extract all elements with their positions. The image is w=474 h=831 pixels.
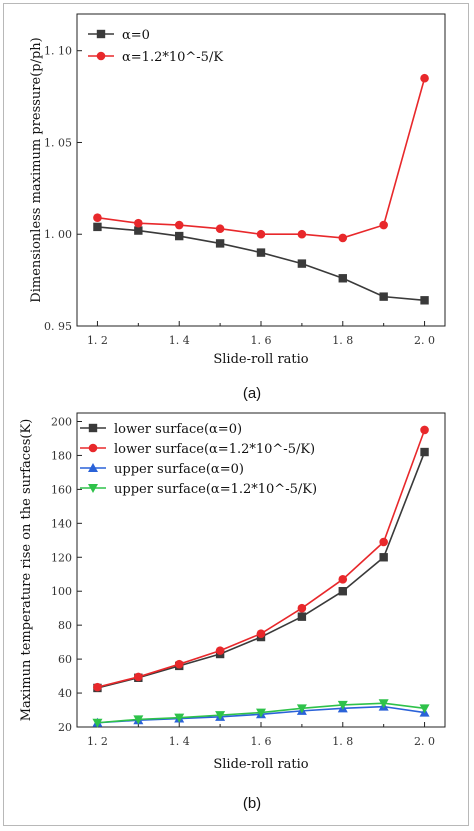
data-point — [256, 708, 266, 718]
legend-marker — [88, 484, 98, 493]
y-tick-label: 40 — [58, 687, 72, 700]
y-axis-label: Dimensionless maximum pressure(p/ph) — [29, 37, 44, 302]
data-point — [379, 292, 388, 301]
x-tick-label: 1. 4 — [169, 735, 190, 748]
data-point — [93, 222, 102, 232]
series-1 — [93, 425, 429, 692]
series-line — [97, 78, 426, 239]
y-tick-label: 120 — [51, 551, 72, 564]
x-tick-label: 1. 6 — [251, 735, 272, 748]
y-tick-label: 140 — [51, 517, 72, 530]
data-point — [93, 213, 102, 223]
data-point — [379, 537, 388, 547]
data-point — [256, 629, 266, 638]
data-point — [174, 659, 184, 669]
data-point — [215, 239, 225, 248]
data-point — [174, 713, 185, 723]
data-point — [296, 704, 307, 714]
legend: α=0 α=1.2*10^-5/K — [88, 28, 223, 65]
x-axis-label: Slide-roll ratio — [213, 757, 308, 772]
data-point — [379, 220, 388, 230]
series-1 — [93, 73, 429, 243]
y-tick-label: 60 — [58, 653, 72, 666]
data-point — [92, 718, 103, 728]
figure-frame — [3, 3, 469, 826]
data-point — [256, 229, 266, 239]
data-point — [420, 73, 429, 83]
legend-marker — [96, 29, 106, 39]
chart-caption: (b) — [243, 795, 261, 812]
data-point — [134, 672, 143, 682]
y-tick-label: 80 — [58, 619, 72, 632]
x-tick-label: 1. 2 — [87, 735, 108, 748]
y-tick-label: 0. 95 — [44, 320, 72, 333]
y-tick-label: 200 — [51, 415, 72, 428]
series-3 — [92, 699, 430, 728]
data-point — [174, 220, 184, 230]
data-point — [338, 587, 347, 596]
x-axis-label: Slide-roll ratio — [213, 352, 308, 367]
legend-label: lower surface(α=0) — [114, 422, 242, 437]
chart-b: 1. 2 1. 4 1. 6 1. 8 2. 0 20 40 60 80 100 120 140 160… — [19, 412, 446, 812]
data-point — [420, 296, 429, 305]
legend-label: upper surface(α=1.2*10^-5/K) — [114, 482, 317, 497]
x-tick-label: 1. 4 — [169, 334, 190, 347]
data-point — [420, 447, 429, 457]
legend-label: upper surface(α=0) — [114, 462, 244, 477]
data-point — [420, 425, 429, 435]
y-tick-label: 1. 10 — [44, 45, 72, 58]
x-tick-label: 1. 6 — [251, 334, 272, 347]
legend-label: α=1.2*10^-5/K — [122, 50, 223, 65]
y-tick-label: 160 — [51, 483, 72, 496]
legend-marker — [96, 51, 106, 61]
data-point — [133, 715, 144, 725]
series-0 — [93, 222, 429, 305]
data-point — [175, 231, 184, 241]
y-tick-label: 100 — [51, 585, 72, 598]
data-point — [297, 259, 307, 268]
y-tick-label: 1. 00 — [44, 228, 72, 241]
y-tick-label: 1. 05 — [44, 136, 72, 149]
data-point — [419, 704, 430, 714]
data-point — [378, 699, 389, 709]
data-point — [297, 612, 307, 621]
data-point — [256, 248, 266, 257]
y-axis-label: Maximun temperature rise on the surfaces… — [19, 419, 34, 722]
data-point — [338, 274, 347, 283]
legend-marker — [88, 443, 98, 453]
x-tick-label: 1. 2 — [87, 334, 108, 347]
legend: lower surface(α=0) lower surface(α=1.2*10… — [80, 422, 317, 497]
chart-a: 1. 2 1. 4 1. 6 1. 8 2. 0 0. 95 1. 00 1. 05 1. 10… — [29, 13, 446, 402]
data-point — [297, 603, 307, 613]
x-tick-label: 1. 8 — [332, 735, 353, 748]
data-point — [297, 229, 307, 239]
data-point — [134, 218, 143, 228]
x-tick-label: 2. 0 — [414, 334, 435, 347]
y-tick-label: 20 — [58, 721, 72, 734]
chart-caption: (a) — [243, 385, 261, 402]
legend-label: α=0 — [122, 28, 150, 43]
legend-label: lower surface(α=1.2*10^-5/K) — [114, 442, 315, 457]
data-point — [134, 226, 143, 235]
data-point — [338, 575, 348, 584]
legend-marker — [88, 423, 98, 433]
data-point — [93, 682, 102, 692]
x-tick-label: 1. 8 — [332, 334, 353, 347]
data-point — [337, 700, 348, 710]
legend-marker — [88, 463, 98, 472]
data-point — [215, 711, 226, 721]
y-tick-label: 180 — [51, 449, 72, 462]
x-tick-label: 2. 0 — [414, 735, 435, 748]
data-point — [379, 553, 388, 562]
data-point — [338, 233, 348, 243]
data-point — [215, 224, 225, 234]
data-point — [215, 646, 225, 655]
